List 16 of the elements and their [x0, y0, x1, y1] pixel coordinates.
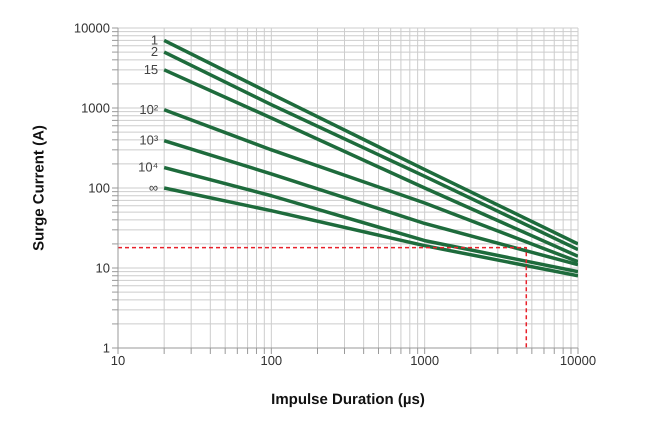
x-tick-label: 1000 [410, 353, 440, 368]
y-tick-label: 1000 [81, 100, 110, 116]
series-label: 10⁴ [138, 160, 158, 175]
y-tick-label: 100 [88, 180, 110, 196]
x-tick-label: 100 [260, 353, 282, 368]
y-axis-title: Surge Current (A) [30, 125, 48, 251]
x-axis-title: Impulse Duration (µs) [271, 391, 425, 408]
series-label: 10² [139, 102, 159, 117]
x-tick-label: 10 [110, 353, 126, 368]
series-label: 10³ [139, 132, 159, 148]
series-label: ∞ [148, 180, 158, 195]
y-tick-label: 1 [102, 340, 110, 356]
x-tick-label: 10000 [560, 353, 596, 368]
y-tick-label: 10 [96, 260, 110, 276]
y-tick-label: 10000 [74, 20, 110, 36]
series-label: 15 [144, 62, 158, 77]
